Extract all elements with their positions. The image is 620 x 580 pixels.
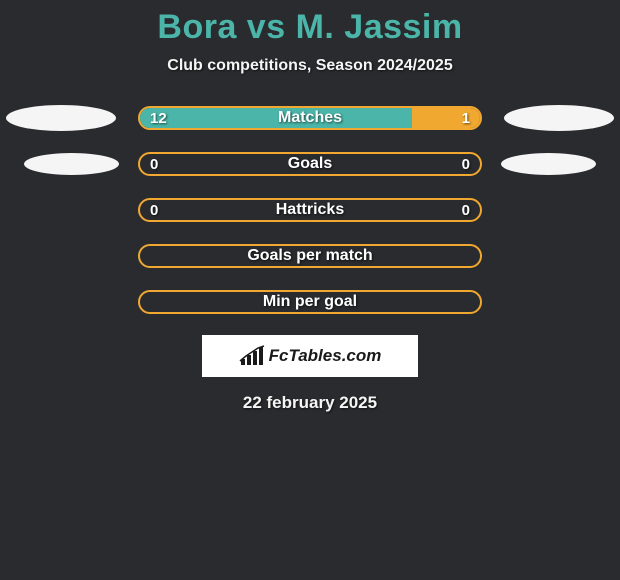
stat-bar: 12 Matches 1 [138, 106, 482, 130]
stat-row-goals-per-match: Goals per match [0, 243, 620, 269]
page-title: Bora vs M. Jassim [0, 8, 620, 47]
stat-bar: 0 Hattricks 0 [138, 198, 482, 222]
stat-value-right: 0 [462, 200, 470, 220]
stat-row-min-per-goal: Min per goal [0, 289, 620, 315]
stat-label: Hattricks [140, 200, 480, 220]
bar-chart-icon [239, 345, 265, 367]
page-subtitle: Club competitions, Season 2024/2025 [0, 57, 620, 75]
comparison-card: Bora vs M. Jassim Club competitions, Sea… [0, 0, 620, 413]
stat-row-hattricks: 0 Hattricks 0 [0, 197, 620, 223]
bar-fill-left [140, 108, 412, 128]
stat-row-matches: 12 Matches 1 [0, 105, 620, 131]
stat-label: Goals [140, 154, 480, 174]
date-label: 22 february 2025 [0, 393, 620, 413]
player-right-marker [501, 153, 596, 175]
stat-value-left: 0 [150, 154, 158, 174]
stat-label: Goals per match [140, 246, 480, 266]
player-right-marker [504, 105, 614, 131]
player-left-marker [6, 105, 116, 131]
brand-badge: FcTables.com [202, 335, 418, 377]
stat-label: Min per goal [140, 292, 480, 312]
bar-fill-right [412, 108, 480, 128]
stat-bar: Goals per match [138, 244, 482, 268]
stat-bar: 0 Goals 0 [138, 152, 482, 176]
stat-bar: Min per goal [138, 290, 482, 314]
brand-text: FcTables.com [269, 346, 382, 366]
player-left-marker [24, 153, 119, 175]
stat-value-left: 0 [150, 200, 158, 220]
stat-row-goals: 0 Goals 0 [0, 151, 620, 177]
stat-value-right: 0 [462, 154, 470, 174]
